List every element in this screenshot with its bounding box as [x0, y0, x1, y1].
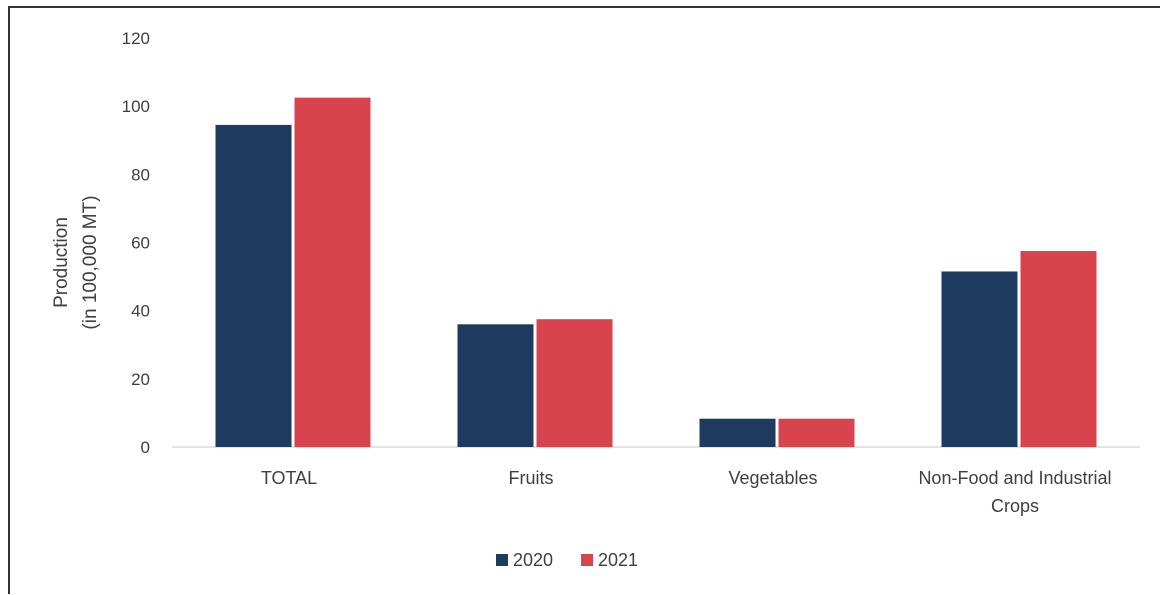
bar-2021	[536, 319, 613, 447]
y-tick-label: 20	[131, 370, 150, 389]
legend-label: 2020	[513, 550, 553, 570]
y-axis-label-line: Production	[51, 217, 72, 308]
y-tick-label: 0	[141, 438, 150, 457]
bar-2021	[1020, 251, 1097, 447]
legend: 2020 2021	[496, 550, 638, 570]
legend-swatch	[581, 554, 593, 566]
y-tick-label: 40	[131, 302, 150, 321]
chart-frame	[8, 6, 1160, 594]
y-tick-label: 80	[131, 165, 150, 184]
bar-2020	[215, 124, 292, 447]
y-tick-label: 120	[122, 29, 150, 48]
bar-2020	[941, 271, 1018, 447]
y-tick-label: 60	[131, 234, 150, 253]
x-category-label: Crops	[991, 496, 1039, 516]
x-category-label: Non-Food and Industrial	[918, 468, 1111, 488]
y-axis-label: Production (in 100,000 MT)	[51, 195, 101, 329]
x-category-label: Fruits	[509, 468, 554, 488]
bars	[215, 97, 1097, 447]
x-category-label: TOTAL	[261, 468, 317, 488]
bar-2020	[457, 324, 534, 447]
y-axis-label-line: (in 100,000 MT)	[80, 195, 101, 329]
legend-swatch	[496, 554, 508, 566]
bar-2021	[294, 97, 371, 447]
legend-label: 2021	[598, 550, 638, 570]
x-axis-categories: TOTAL Fruits Vegetables Non-Food and Indust…	[261, 468, 1112, 516]
bar-2021	[778, 418, 855, 447]
bar-2020	[699, 418, 776, 447]
y-axis-ticks: 0 20 40 60 80 100 120	[122, 29, 150, 457]
x-category-label: Vegetables	[728, 468, 817, 488]
y-tick-label: 100	[122, 97, 150, 116]
